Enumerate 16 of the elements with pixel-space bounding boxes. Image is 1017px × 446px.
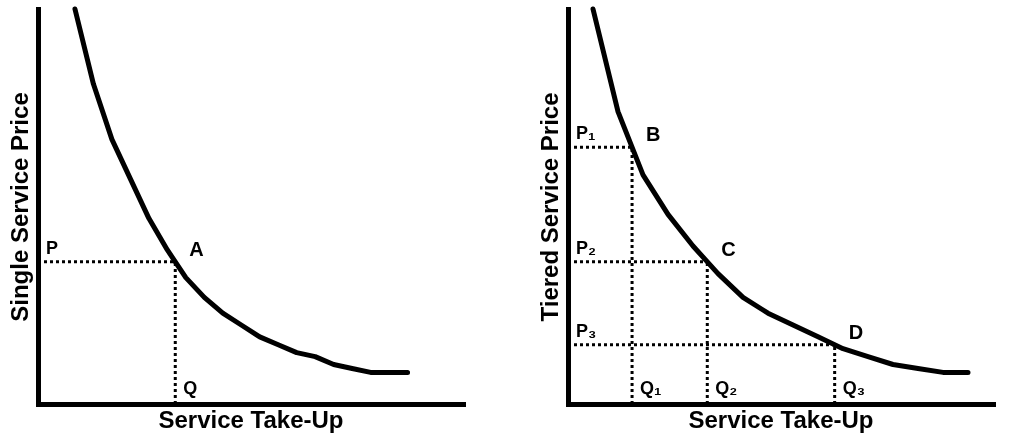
- ref-line-label: P₂: [576, 237, 597, 258]
- annotation: Q₁: [640, 378, 662, 398]
- annotation: B: [646, 123, 661, 146]
- y-axis-title: Single Service Price: [5, 92, 33, 322]
- y-axis-title: Tiered Service Price: [535, 92, 563, 322]
- x-axis-title: Service Take-Up: [688, 405, 874, 433]
- x-axis-title: Service Take-Up: [158, 405, 344, 433]
- annotation: Q₃: [842, 378, 865, 398]
- annotation: C: [721, 237, 736, 260]
- ref-line-label: P₃: [576, 320, 597, 341]
- annotation: Q₂: [715, 378, 738, 398]
- annotation: D: [848, 320, 864, 343]
- ref-line-label: P₁: [576, 123, 596, 144]
- annotation: A: [189, 237, 204, 260]
- ref-line-label: P: [46, 237, 59, 258]
- annotation: Q: [183, 378, 198, 398]
